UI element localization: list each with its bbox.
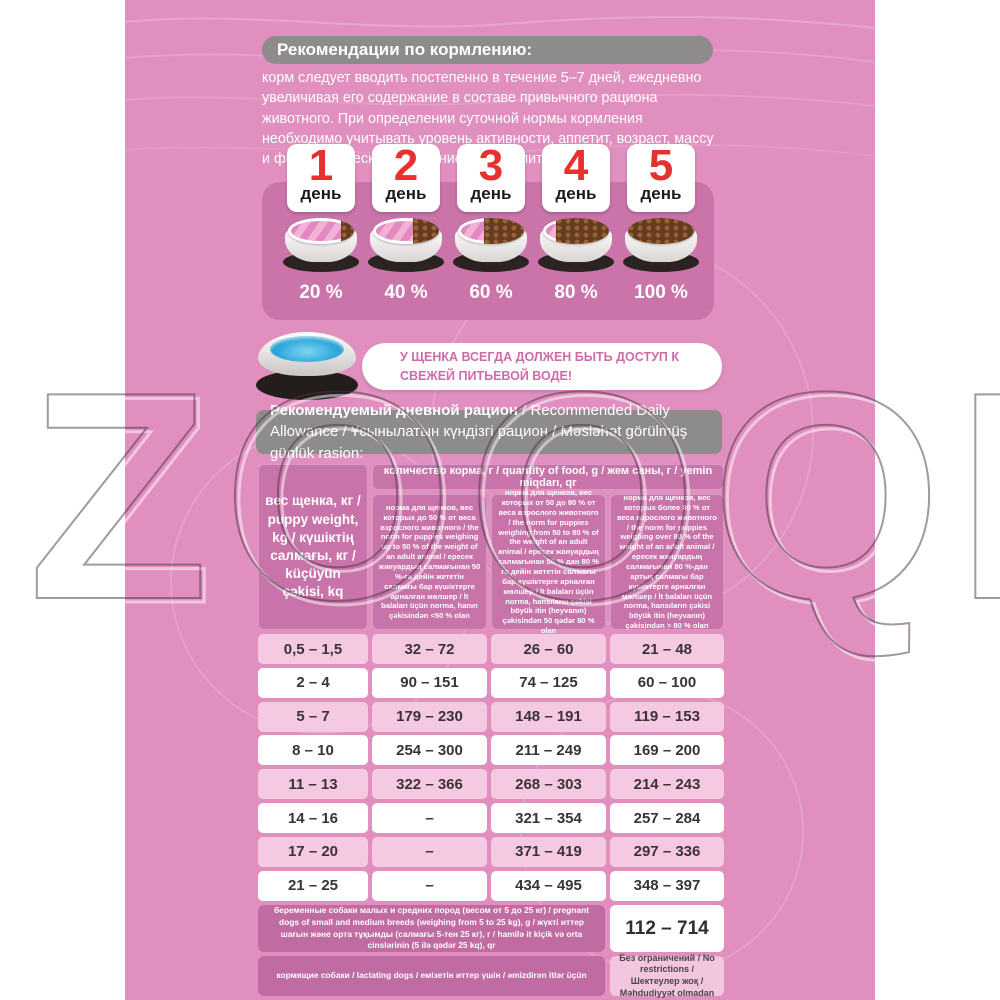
table-cell: 5 – 7	[258, 701, 368, 732]
bowl-food	[458, 218, 524, 244]
day-label: день	[300, 184, 342, 204]
table-cell: 14 – 16	[258, 803, 368, 833]
table-cell: 26 – 60	[491, 634, 606, 664]
day-number: 5	[648, 141, 674, 190]
water-surface	[270, 336, 344, 362]
food-bowl-icon	[537, 216, 615, 272]
table-cell: 257 – 284	[610, 803, 724, 833]
table-row: 21 – 25–434 – 495 348 – 397	[258, 870, 724, 901]
table-title-text: Рекомендуемый дневной рацион / Recommend…	[270, 400, 708, 464]
table-cell: 434 – 495	[491, 870, 606, 901]
table-title-bold: Рекомендуемый дневной рацион	[270, 402, 518, 420]
table-cell: 74 – 125	[491, 667, 606, 698]
bowl-food	[288, 218, 354, 244]
bowl-food	[628, 218, 694, 244]
table-cell: 0,5 – 1,5	[258, 634, 368, 664]
table-cell: 254 – 300	[372, 735, 487, 766]
day-label: день	[470, 184, 512, 204]
food-bowl-icon	[622, 216, 700, 272]
table-cell: –	[372, 870, 487, 901]
table-cell: 148 – 191	[491, 701, 606, 732]
table-title-bar: Рекомендуемый дневной рацион / Recommend…	[256, 402, 722, 462]
pregnant-dogs-value: 112 – 714	[610, 905, 724, 952]
day-card: 4 день	[542, 141, 610, 212]
table-row: 5 – 7 179 – 230 148 – 191 119 – 153	[258, 701, 724, 732]
day-card: 5 день	[627, 141, 695, 212]
table-cell: 297 – 336	[610, 836, 724, 867]
day-number: 2	[393, 141, 419, 190]
table-cell: 2 – 4	[258, 667, 368, 698]
day-number: 3	[478, 141, 504, 190]
table-cell: 21 – 25	[258, 870, 368, 901]
table-row: 17 – 20–371 – 419 297 – 336	[258, 836, 724, 867]
table-cell: 60 – 100	[610, 667, 724, 698]
table-cell: 322 – 366	[372, 769, 487, 800]
day-card: 2 день	[372, 141, 440, 212]
table-cell: 32 – 72	[372, 634, 487, 664]
col-header-quantity-of-food: количество корма, г / quantity of food, …	[372, 464, 724, 490]
table-cell: –	[372, 803, 487, 833]
bowl-food	[373, 218, 439, 244]
water-note-text: У ЩЕНКА ВСЕГДА ДОЛЖЕН БЫТЬ ДОСТУП К СВЕЖ…	[400, 350, 679, 383]
table-title-rest: / Recommended Daily Allowance / Ұсынылат…	[270, 402, 688, 462]
kibble-fill	[412, 218, 439, 244]
kibble-fill	[628, 218, 694, 244]
table-cell: 211 – 249	[491, 735, 606, 766]
water-bowl-icon	[256, 326, 358, 400]
header-title: Рекомендации по кормлению:	[277, 40, 533, 59]
pregnant-dogs-label: беременные собаки малых и средних пород …	[258, 905, 605, 952]
table-cell: 214 – 243	[610, 769, 724, 800]
table-row: 11 – 13 322 – 366 268 – 303 214 – 243	[258, 769, 724, 800]
lactating-dogs-value: Без ограничений / No restrictions / Шект…	[610, 953, 724, 998]
table-cell: –	[372, 836, 487, 867]
table-row: 14 – 16–321 – 354 257 – 284	[258, 803, 724, 833]
table-cell: 8 – 10	[258, 735, 368, 766]
day-percent: 100 %	[634, 282, 688, 303]
water-note-banner: У ЩЕНКА ВСЕГДА ДОЛЖЕН БЫТЬ ДОСТУП К СВЕЖ…	[362, 343, 722, 390]
table-row: 2 – 4 90 – 151 74 – 125 60 – 100	[258, 667, 724, 698]
feeding-recommendations-header: Рекомендации по кормлению:	[262, 36, 713, 64]
day-label: день	[640, 184, 682, 204]
col-header-norm-under-50: норма для щенков, вес которых до 50 % от…	[372, 494, 487, 630]
table-cell: 169 – 200	[610, 735, 724, 766]
day-percent: 80 %	[554, 282, 598, 303]
table-cell: 179 – 230	[372, 701, 487, 732]
table-cell: 90 – 151	[372, 667, 487, 698]
day-card: 1 день	[287, 141, 355, 212]
kibble-fill	[556, 218, 609, 244]
table-cell: 268 – 303	[491, 769, 606, 800]
day-percent: 60 %	[469, 282, 513, 303]
day-label: день	[555, 184, 597, 204]
day-card: 3 день	[457, 141, 525, 212]
table-cell: 119 – 153	[610, 701, 724, 732]
bowl-food	[543, 218, 609, 244]
table-cell: 21 – 48	[610, 634, 724, 664]
lactating-dogs-label: кормящие собаки / lactating dogs / емізе…	[258, 956, 605, 996]
day-percent: 20 %	[299, 282, 343, 303]
day-label: день	[385, 184, 427, 204]
food-bowl-icon	[282, 216, 360, 272]
table-cell: 17 – 20	[258, 836, 368, 867]
table-cell: 321 – 354	[491, 803, 606, 833]
col-header-norm-50-80: норма для щенков, вес которых от 50 до 8…	[491, 488, 606, 635]
table-cell: 11 – 13	[258, 769, 368, 800]
table-cell: 371 – 419	[491, 836, 606, 867]
food-bowl-icon	[367, 216, 445, 272]
col-header-norm-over-80: норма для щенков, вес которых более 80 %…	[610, 493, 724, 630]
kibble-fill	[484, 218, 524, 244]
day-number: 4	[563, 141, 589, 190]
col-header-puppy-weight: вес щенка, кг / puppy weight, kg / күшік…	[258, 464, 368, 630]
kibble-fill	[340, 218, 354, 244]
food-bowl-icon	[452, 216, 530, 272]
table-row: 0,5 – 1,5 32 – 72 26 – 60 21 – 48	[258, 634, 724, 664]
table-row: 8 – 10 254 – 300 211 – 249 169 – 200	[258, 735, 724, 766]
table-cell: 348 – 397	[610, 870, 724, 901]
day-number: 1	[308, 141, 334, 190]
day-percent: 40 %	[384, 282, 428, 303]
